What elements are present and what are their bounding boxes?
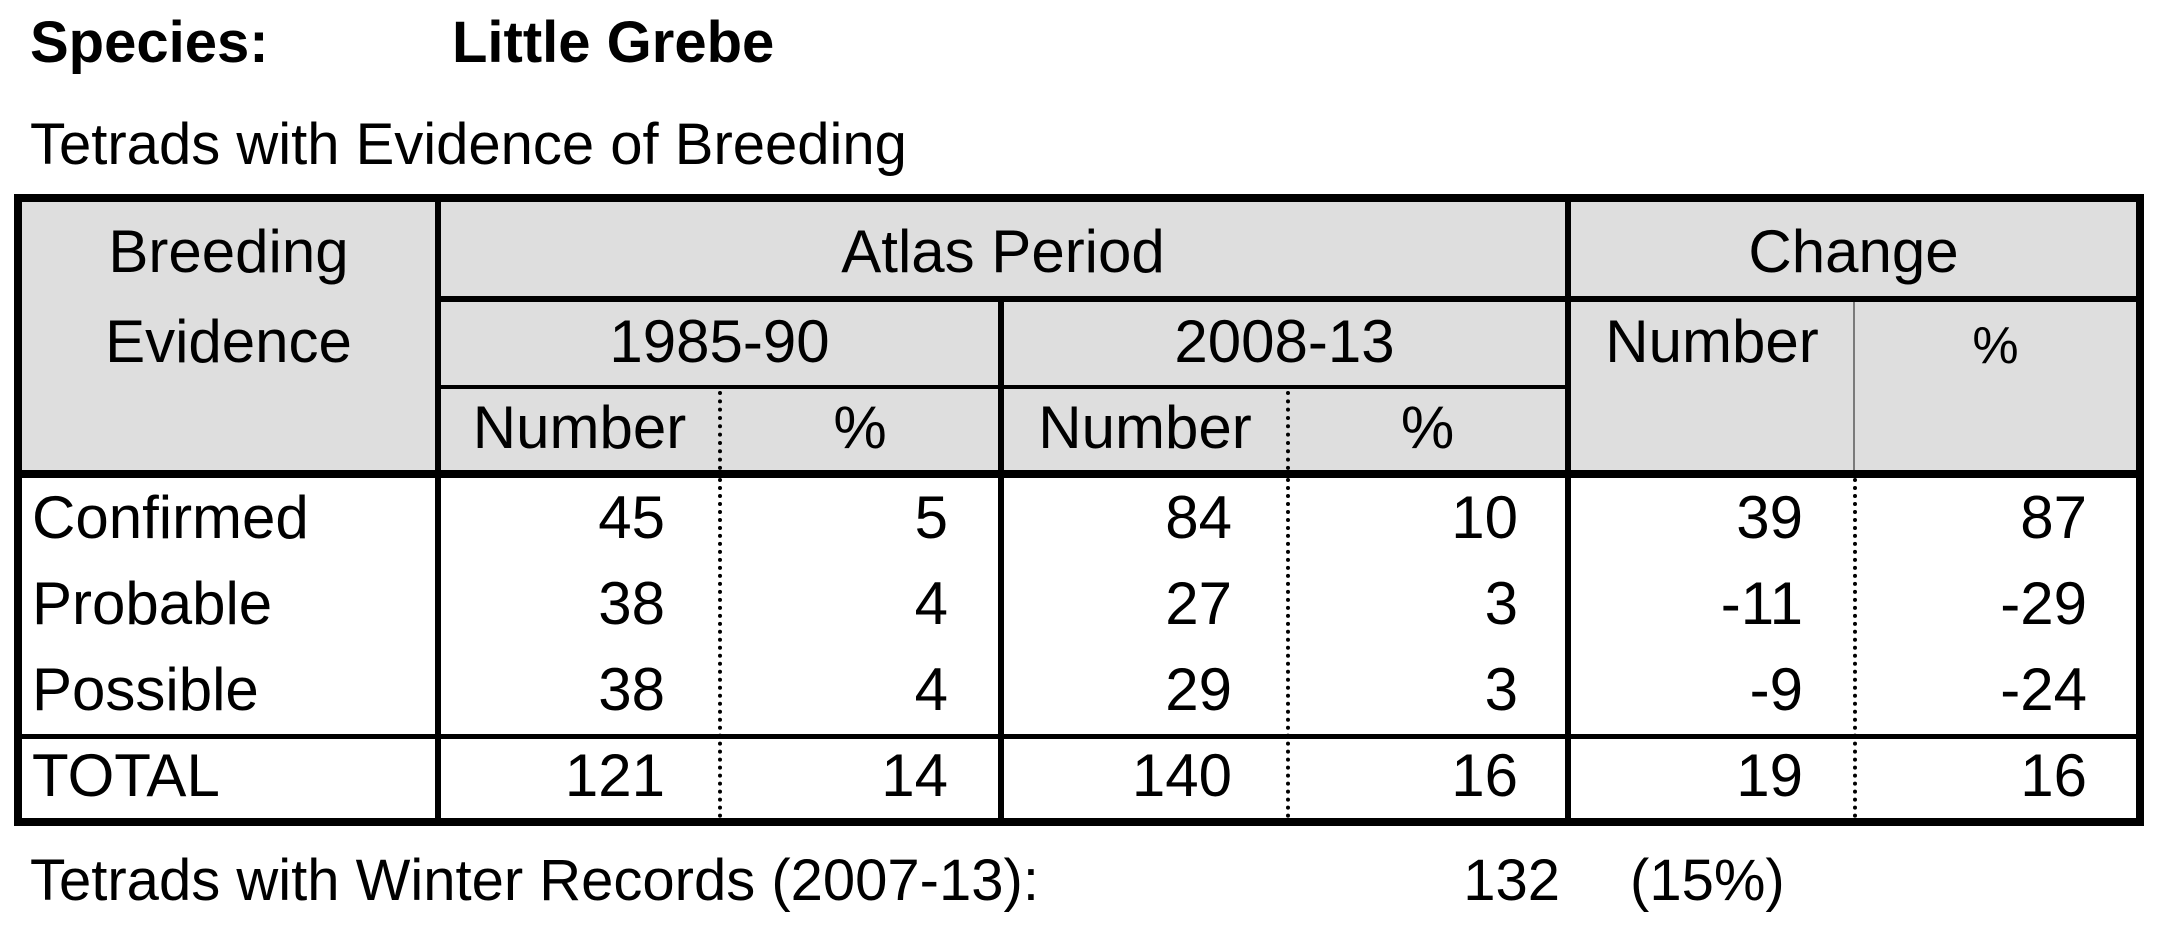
dotted-p2-header bbox=[1286, 391, 1290, 470]
header-p2-percent: % bbox=[1400, 394, 1455, 461]
header-p2-number: Number bbox=[1038, 394, 1252, 461]
cell-total-p2-percent: 16 bbox=[1451, 742, 1518, 809]
dotted-p2-body bbox=[1286, 478, 1290, 818]
winter-records-count: 132 bbox=[1463, 848, 1560, 913]
header-change: Change bbox=[1748, 218, 1959, 285]
cell-possible-change-number: -9 bbox=[1749, 656, 1803, 723]
winter-records-label: Tetrads with Winter Records (2007-13): bbox=[30, 848, 1039, 913]
thin-change-header bbox=[1853, 302, 1855, 470]
table-subtitle: Tetrads with Evidence of Breeding bbox=[30, 112, 907, 177]
row-label-total: TOTAL bbox=[32, 742, 220, 809]
species-label: Species: bbox=[30, 10, 269, 75]
cell-total-p2-number: 140 bbox=[1131, 742, 1232, 809]
cell-possible-p1-number: 38 bbox=[598, 656, 665, 723]
rule-under-atlas bbox=[441, 296, 1565, 302]
winter-records-percent: (15%) bbox=[1630, 848, 1785, 913]
cell-probable-p2-number: 27 bbox=[1165, 570, 1232, 637]
cell-confirmed-p1-number: 45 bbox=[598, 484, 665, 551]
table-border-right bbox=[2136, 194, 2144, 826]
cell-probable-change-percent: -29 bbox=[2000, 570, 2087, 637]
cell-confirmed-change-number: 39 bbox=[1736, 484, 1803, 551]
divider-change bbox=[1565, 194, 1571, 826]
header-bg-evidence bbox=[22, 202, 435, 470]
cell-possible-p2-percent: 3 bbox=[1484, 656, 1518, 723]
cell-possible-change-percent: -24 bbox=[2000, 656, 2087, 723]
cell-probable-change-number: -11 bbox=[1720, 570, 1803, 637]
header-evidence-line1: Breeding bbox=[108, 218, 349, 285]
header-p1-number: Number bbox=[472, 394, 687, 461]
cell-confirmed-p2-number: 84 bbox=[1165, 484, 1232, 551]
cell-probable-p2-percent: 3 bbox=[1484, 570, 1518, 637]
header-p1-percent: % bbox=[833, 394, 887, 461]
header-period-1985: 1985-90 bbox=[609, 308, 830, 375]
table-border-top bbox=[14, 194, 2144, 202]
cell-total-p1-number: 121 bbox=[564, 742, 665, 809]
dotted-p1-body bbox=[718, 478, 722, 818]
cell-probable-p1-number: 38 bbox=[598, 570, 665, 637]
header-atlas-period: Atlas Period bbox=[841, 218, 1165, 285]
dotted-change-body bbox=[1853, 478, 1857, 818]
row-label-possible: Possible bbox=[32, 656, 259, 723]
cell-total-change-percent: 16 bbox=[2020, 742, 2087, 809]
header-change-percent: % bbox=[1972, 317, 2019, 375]
species-name: Little Grebe bbox=[452, 10, 775, 75]
table-border-left bbox=[14, 194, 22, 826]
table-border-bottom bbox=[14, 818, 2144, 826]
cell-total-p1-percent: 14 bbox=[881, 742, 948, 809]
divider-evidence bbox=[435, 194, 441, 826]
cell-possible-p1-percent: 4 bbox=[914, 656, 948, 723]
cell-confirmed-p2-percent: 10 bbox=[1451, 484, 1518, 551]
rule-above-total bbox=[22, 734, 2136, 739]
cell-probable-p1-percent: 4 bbox=[914, 570, 948, 637]
header-change-number: Number bbox=[1605, 308, 1819, 375]
divider-periods bbox=[998, 302, 1004, 826]
header-evidence-line2: Evidence bbox=[105, 308, 352, 375]
row-label-probable: Probable bbox=[32, 570, 273, 637]
cell-possible-p2-number: 29 bbox=[1165, 656, 1232, 723]
dotted-p1-header bbox=[718, 391, 722, 470]
cell-confirmed-change-percent: 87 bbox=[2020, 484, 2087, 551]
row-label-confirmed: Confirmed bbox=[32, 484, 309, 551]
cell-confirmed-p1-percent: 5 bbox=[914, 484, 948, 551]
rule-under-header bbox=[22, 470, 2136, 478]
header-period-2008: 2008-13 bbox=[1174, 308, 1395, 375]
rule-under-periods bbox=[441, 385, 1565, 389]
rule-under-change bbox=[1571, 296, 2136, 302]
cell-total-change-number: 19 bbox=[1736, 742, 1803, 809]
